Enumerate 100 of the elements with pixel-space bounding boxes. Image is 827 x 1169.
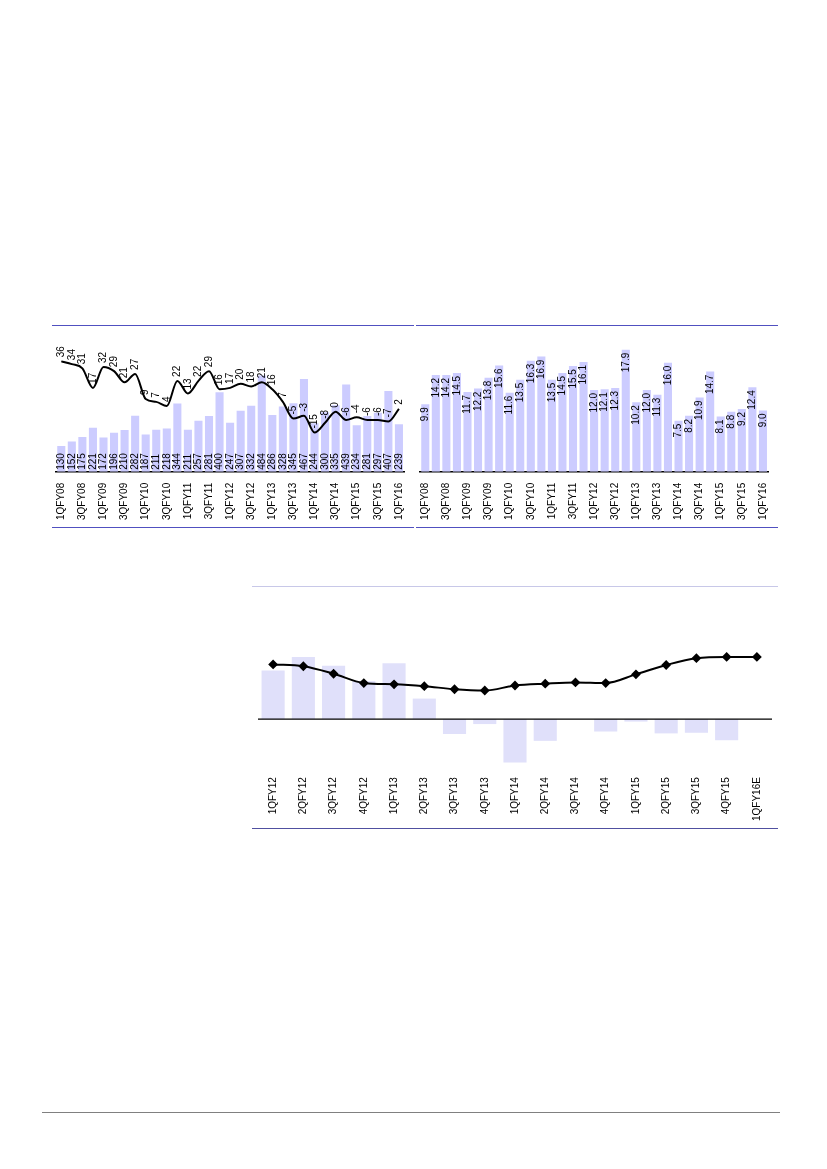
x-tick-label: 4QFY13 <box>478 776 490 815</box>
bar <box>621 349 630 472</box>
x-tick-label: 1QFY10 <box>139 482 151 521</box>
data-label: -6 <box>339 406 351 417</box>
data-label: -6 <box>371 406 383 417</box>
data-label: 9.9 <box>419 406 431 422</box>
x-tick-label: 1QFY08 <box>55 482 67 521</box>
data-label: 234 <box>350 452 362 470</box>
data-label: 16.3 <box>524 363 536 384</box>
data-label: 13 <box>181 377 193 390</box>
bar <box>579 362 588 472</box>
data-label: 22 <box>192 365 204 377</box>
data-label: 286 <box>266 452 278 470</box>
data-label: -15 <box>308 413 320 429</box>
data-label: 9.2 <box>735 411 747 426</box>
x-tick-label: 1QFY09 <box>97 482 109 521</box>
bar <box>684 719 708 733</box>
x-tick-label: 2QFY14 <box>538 776 550 815</box>
data-label: 14.2 <box>440 377 452 398</box>
data-label: 12.3 <box>608 390 620 411</box>
bar <box>382 663 406 720</box>
data-label: 211 <box>181 453 193 470</box>
x-tick-label: 3QFY15 <box>735 482 747 521</box>
data-label: 8.8 <box>725 414 737 429</box>
data-label: 400 <box>213 452 225 470</box>
x-tick-label: 3QFY13 <box>287 482 299 521</box>
data-label: 22 <box>171 365 183 377</box>
data-label: -5 <box>287 405 299 415</box>
data-label: 239 <box>392 452 404 470</box>
data-label: 187 <box>139 452 151 470</box>
data-label: 4 <box>160 396 172 403</box>
data-label: 10.2 <box>630 404 642 425</box>
data-label: 13.5 <box>513 382 525 403</box>
point <box>601 678 611 688</box>
data-label: 307 <box>234 452 246 470</box>
data-label: 244 <box>308 452 320 470</box>
bar <box>558 372 567 472</box>
data-label: 439 <box>339 452 351 470</box>
x-tick-label: 1QFY12 <box>587 482 599 521</box>
data-label: 211 <box>149 453 161 470</box>
data-label: -6 <box>361 406 373 417</box>
data-label: 11.6 <box>503 395 515 415</box>
bar <box>412 698 436 720</box>
x-tick-label: 3QFY08 <box>440 482 452 521</box>
data-label: 247 <box>223 452 235 470</box>
data-label: 172 <box>97 452 109 470</box>
data-label: 16.1 <box>577 364 589 385</box>
x-tick-label: 3QFY14 <box>329 482 341 521</box>
point <box>298 661 308 671</box>
data-label: 15.5 <box>566 368 578 389</box>
data-label: 332 <box>244 452 256 470</box>
data-label: 15.6 <box>492 368 504 388</box>
data-label: 13.5 <box>545 382 557 403</box>
data-label: 21 <box>255 366 267 379</box>
data-label: 345 <box>287 452 299 470</box>
bar <box>715 719 739 741</box>
x-tick-label: 2QFY12 <box>297 776 309 815</box>
data-label: 12.0 <box>587 392 599 413</box>
data-label: 281 <box>202 452 214 470</box>
data-label: 12.1 <box>598 391 610 412</box>
bar <box>431 374 440 472</box>
bar <box>442 719 467 735</box>
point <box>419 681 429 691</box>
data-label: 175 <box>76 452 88 470</box>
point <box>722 652 732 662</box>
bar <box>505 392 514 472</box>
x-tick-label: 1QFY10 <box>503 482 515 521</box>
x-tick-label: 3QFY13 <box>448 776 460 815</box>
x-tick-label: 3QFY14 <box>569 776 581 815</box>
data-label: 152 <box>65 452 77 470</box>
x-tick-label: 1QFY13 <box>630 482 642 521</box>
x-tick-label: 1QFY15 <box>629 776 641 815</box>
bar <box>322 665 346 720</box>
data-label: 335 <box>329 452 341 470</box>
data-label: -8 <box>318 409 330 419</box>
x-tick-label: 3QFY15 <box>690 776 702 815</box>
data-label: 18 <box>244 370 256 383</box>
x-tick-label: 1QFY08 <box>419 482 431 521</box>
data-label: 29 <box>202 355 214 368</box>
bar <box>291 656 315 720</box>
bar <box>568 366 578 472</box>
x-tick-label: 2QFY15 <box>659 776 671 815</box>
data-label: 31 <box>76 352 88 365</box>
x-tick-label: 3QFY09 <box>482 482 494 521</box>
x-tick-label: 1QFY15 <box>714 482 726 521</box>
bar <box>495 365 504 472</box>
bar <box>442 374 451 472</box>
point <box>510 681 520 691</box>
x-tick-label: 1QFY14 <box>508 776 520 815</box>
data-label: 407 <box>382 452 394 470</box>
data-label: 14.7 <box>703 374 715 395</box>
data-label: 16.9 <box>535 359 547 380</box>
x-tick-label: 1QFY16E <box>750 776 762 822</box>
data-label: 8.1 <box>714 419 726 434</box>
bar <box>352 681 376 720</box>
point <box>359 678 369 688</box>
x-tick-label: 3QFY12 <box>244 482 256 521</box>
data-label: 8.2 <box>682 418 694 433</box>
point <box>540 679 550 689</box>
x-tick-label: 1QFY16 <box>756 482 768 521</box>
